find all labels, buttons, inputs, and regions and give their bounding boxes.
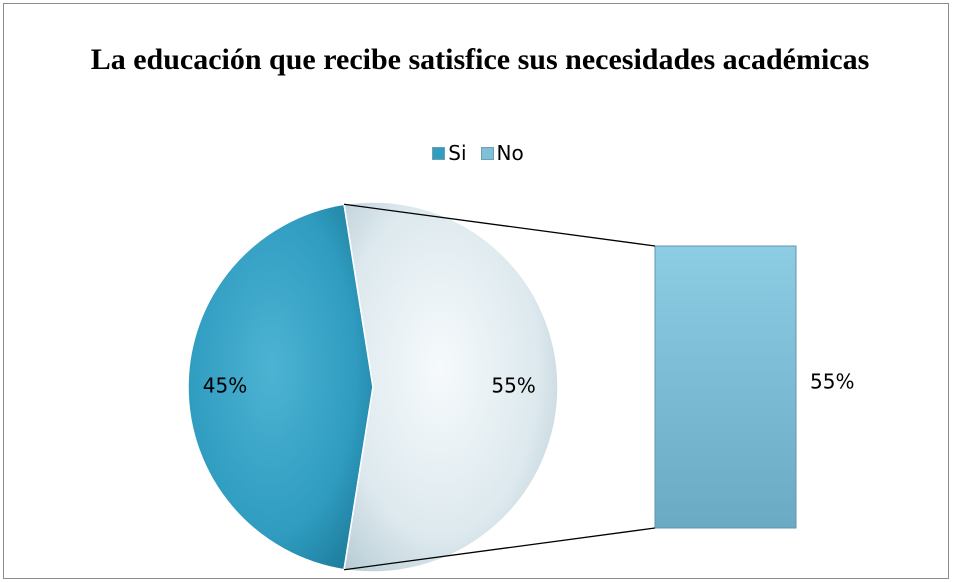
bar-segment-no — [654, 245, 797, 529]
data-label-bar: 55% — [810, 370, 854, 394]
pie-slice-no — [343, 201, 559, 573]
legend-entry-si: Si — [432, 141, 467, 165]
data-label-si: 45% — [203, 374, 247, 398]
chart-title: La educación que recibe satisfice sus ne… — [90, 43, 870, 76]
connector-line-bottom — [343, 527, 656, 571]
pie-slice-si — [187, 203, 374, 571]
legend-swatch-si — [432, 146, 446, 160]
legend-swatch-no — [480, 146, 494, 160]
connector-line-top — [343, 203, 656, 247]
legend-label-si: Si — [448, 141, 467, 165]
legend-entry-no: No — [480, 141, 524, 165]
bar-group — [343, 203, 797, 571]
legend-label-no: No — [496, 141, 524, 165]
pie-group — [187, 201, 559, 573]
chart-legend: Si No — [0, 141, 956, 165]
data-label-no: 55% — [491, 374, 535, 398]
